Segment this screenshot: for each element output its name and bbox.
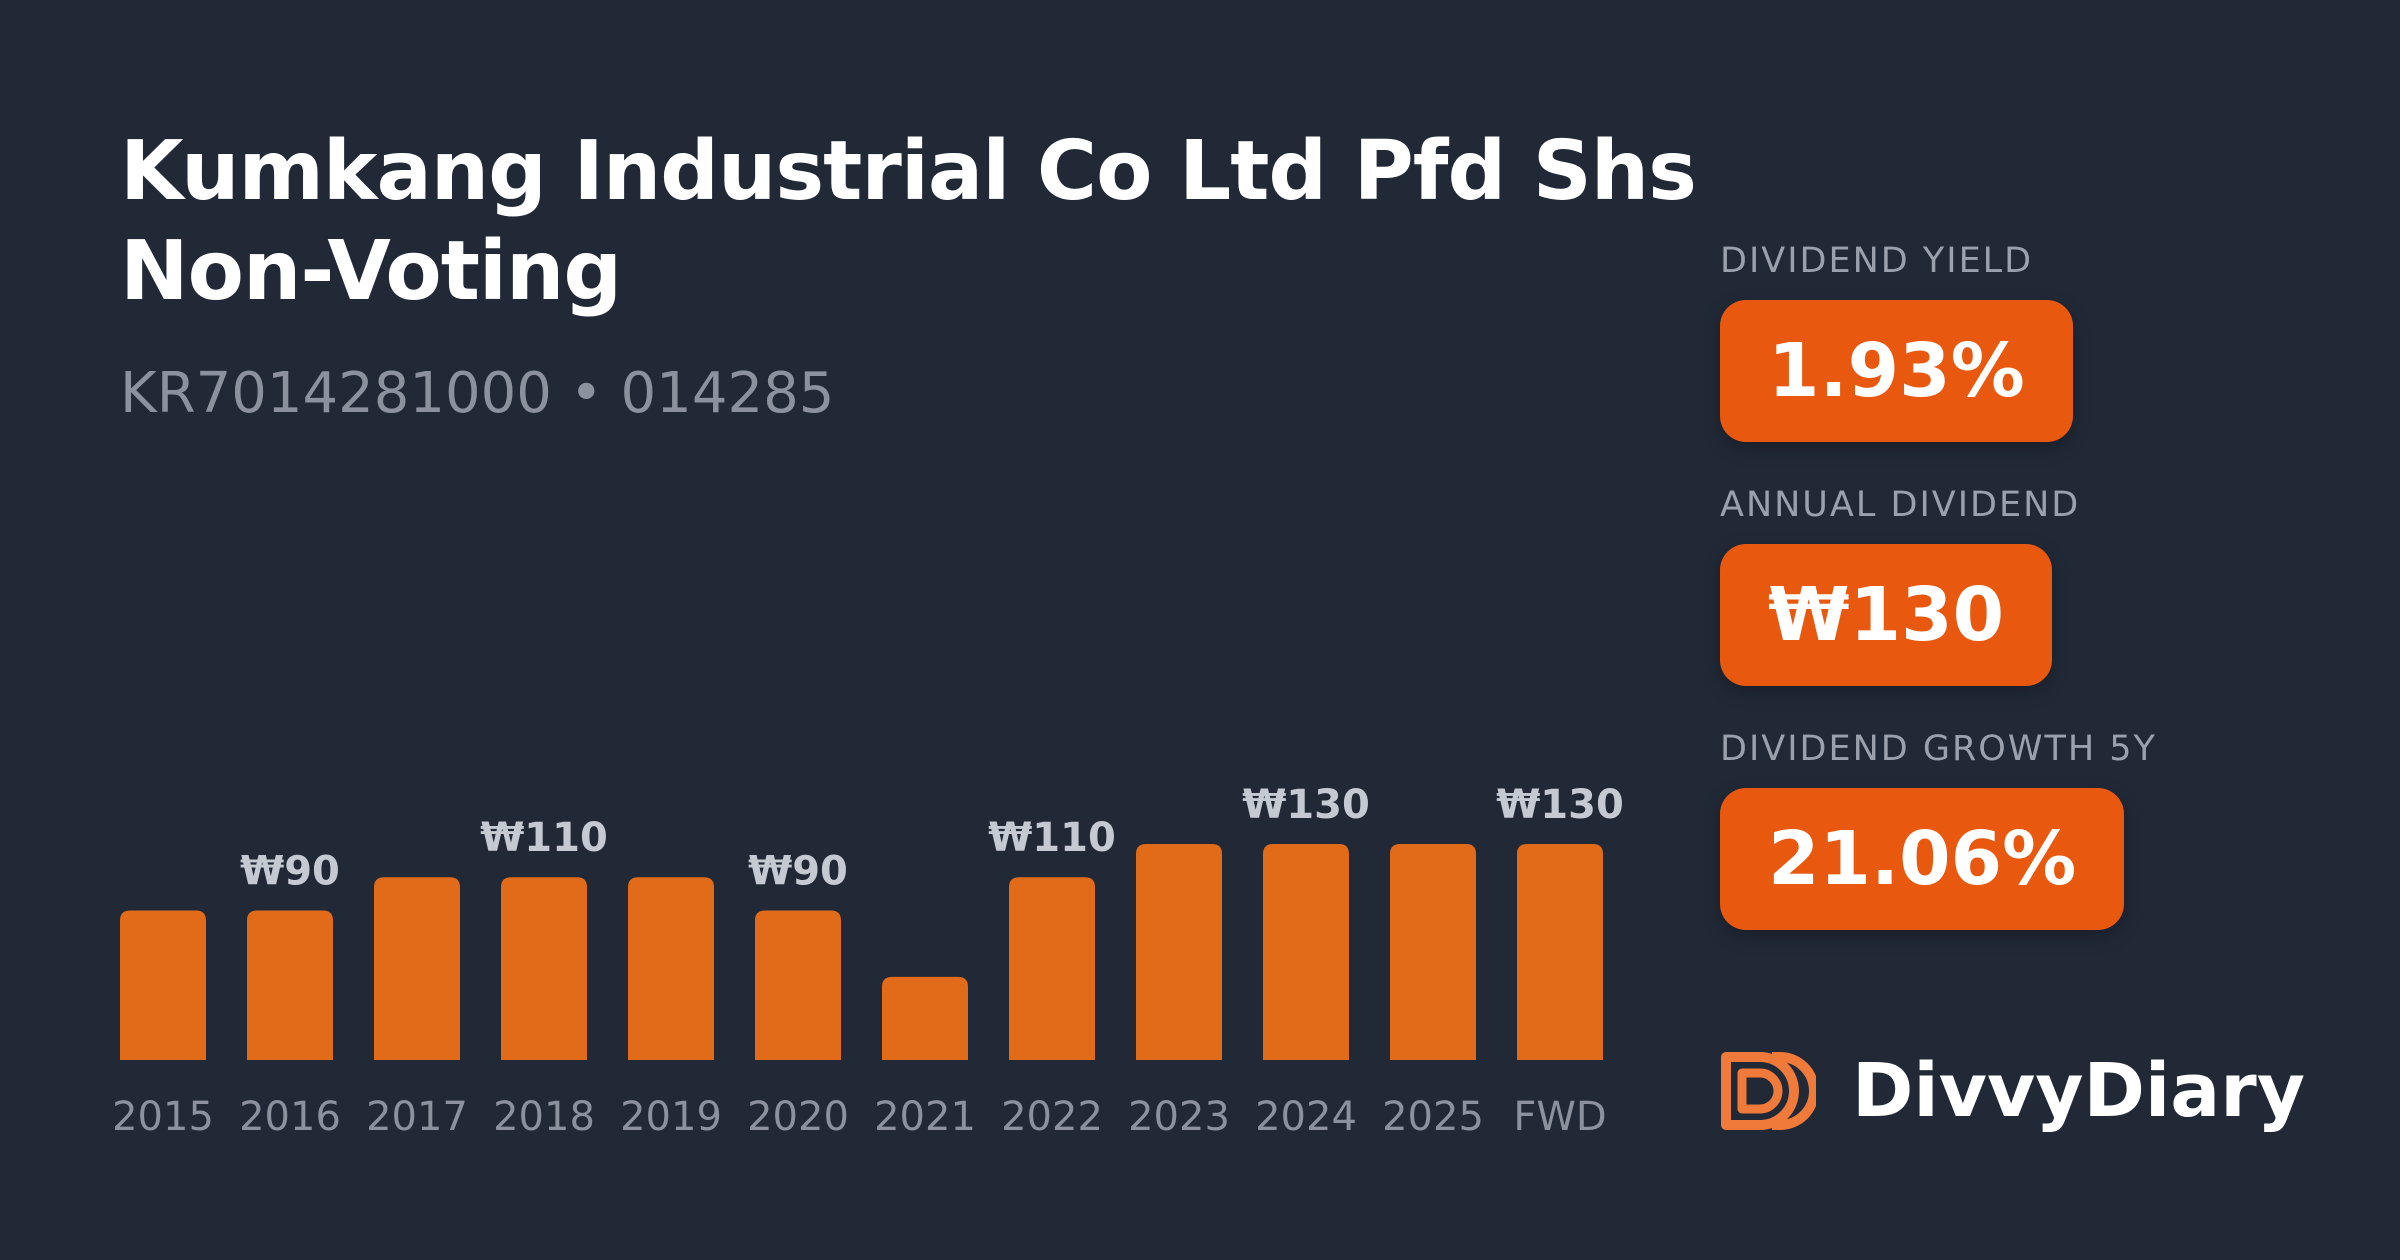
x-tick-label: 2021 <box>874 1094 976 1140</box>
bar-2024 <box>1263 844 1349 1060</box>
bar-2021 <box>882 976 968 1060</box>
stat-label: ANNUAL DIVIDEND <box>1720 485 2081 525</box>
stat-value-badge: 21.06% <box>1720 788 2125 930</box>
x-tick-label: 2017 <box>366 1094 468 1140</box>
stat-dividend-growth-5y: DIVIDEND GROWTH 5Y 21.06% <box>1720 724 2320 968</box>
bar-2023 <box>1136 844 1222 1060</box>
bar-value-label: ₩110 <box>988 815 1116 861</box>
bar-2017 <box>374 877 460 1060</box>
x-tick-label: FWD <box>1513 1094 1606 1140</box>
bar-2022 <box>1009 877 1095 1060</box>
x-tick-label: 2020 <box>747 1094 849 1140</box>
bar-2015 <box>120 910 206 1060</box>
bar-2018 <box>501 877 587 1060</box>
stat-value-badge: 1.93% <box>1720 300 2073 442</box>
brand: DivvyDiary <box>1720 1046 2305 1136</box>
x-tick-label: 2019 <box>620 1094 722 1140</box>
x-tick-label: 2015 <box>112 1094 214 1140</box>
bar-value-label: ₩90 <box>240 848 340 894</box>
stat-label: DIVIDEND YIELD <box>1720 241 2034 281</box>
x-tick-label: 2024 <box>1255 1094 1357 1140</box>
divvydiary-logo-icon <box>1721 1052 1816 1130</box>
x-tick-label: 2025 <box>1382 1094 1484 1140</box>
x-tick-label: 2018 <box>493 1094 595 1140</box>
security-identifiers: KR7014281000 • 014285 <box>120 361 835 426</box>
bar-2020 <box>755 910 841 1060</box>
x-tick-label: 2016 <box>239 1094 341 1140</box>
x-tick-label: 2022 <box>1001 1094 1103 1140</box>
bar-2019 <box>628 877 714 1060</box>
bar-value-label: ₩130 <box>1496 782 1624 828</box>
bar-value-label: ₩130 <box>1242 782 1370 828</box>
bar-value-label: ₩90 <box>748 848 848 894</box>
x-tick-label: 2023 <box>1128 1094 1230 1140</box>
dividend-bar-chart: 2015 2016 ₩90 2017 2018 ₩110 2019 2020 ₩90 2021 20… <box>112 782 1624 1140</box>
stats-panel: DIVIDEND YIELD 1.93% ANNUAL DIVIDEND ₩13… <box>1720 236 2320 968</box>
bar-fwd <box>1517 844 1603 1060</box>
bar-2016 <box>247 910 333 1060</box>
bar-2025 <box>1390 844 1476 1060</box>
stat-value-badge: ₩130 <box>1720 544 2053 686</box>
brand-name: DivvyDiary <box>1852 1048 2305 1134</box>
bar-value-label: ₩110 <box>480 815 608 861</box>
stat-annual-dividend: ANNUAL DIVIDEND ₩130 <box>1720 480 2320 724</box>
page-title: Kumkang Industrial Co Ltd Pfd Shs Non-Vo… <box>120 124 1697 319</box>
stat-label: DIVIDEND GROWTH 5Y <box>1720 729 2157 769</box>
stat-dividend-yield: DIVIDEND YIELD 1.93% <box>1720 236 2320 480</box>
